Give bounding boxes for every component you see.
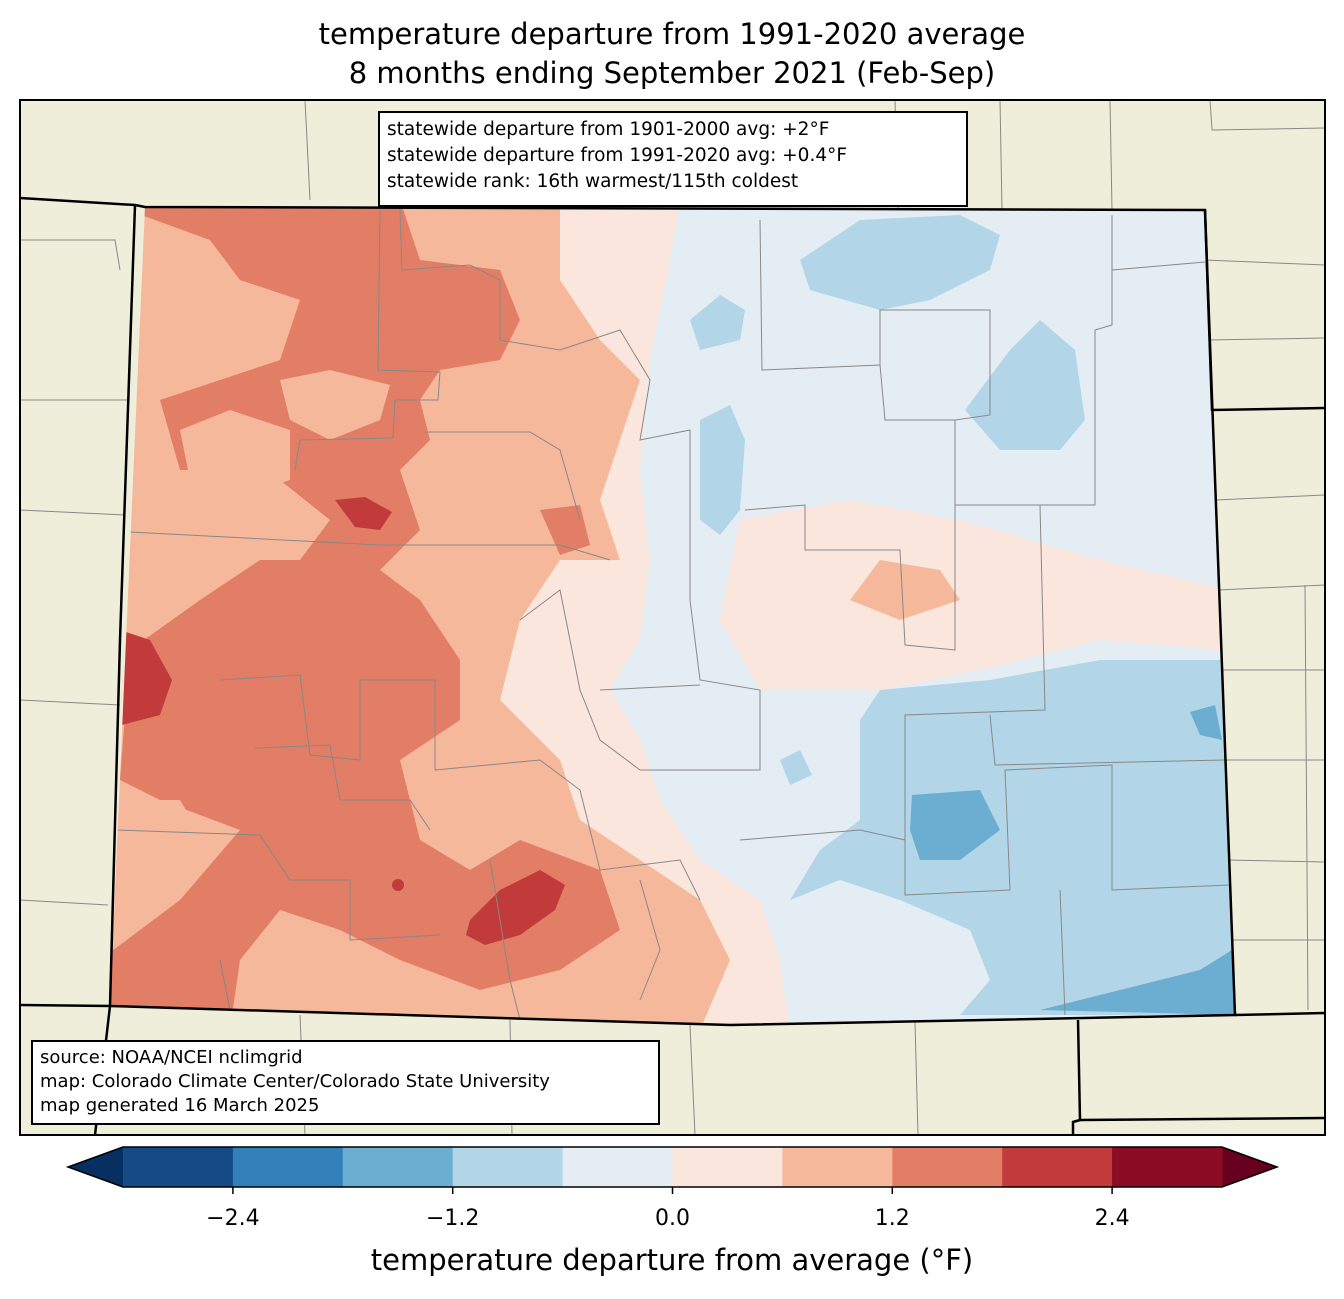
colorbar-tick-label: −1.2 [425,1206,480,1231]
colorbar-segment [892,1147,1003,1187]
colorbar-tick-label: 0.0 [655,1206,690,1231]
stat-departure-1901: statewide departure from 1901-2000 avg: … [387,119,830,140]
colorbar-segment [782,1147,893,1187]
field-cool-6 [780,750,812,785]
colorbar [65,1146,1280,1194]
colorbar-segment [1112,1147,1223,1187]
field-cool-2 [690,295,745,350]
field-cool-3 [700,405,745,535]
source-box: source: NOAA/NCEI nclimgrid map: Colorad… [31,1040,660,1125]
map-title-line1: temperature departure from 1991-2020 ave… [318,17,1026,51]
map-title-line2: 8 months ending September 2021 (Feb-Sep) [348,56,996,90]
field-cooler-1 [910,790,1000,860]
colorbar-tick-label: 2.4 [1094,1206,1130,1231]
field-slightly-warm-east [720,500,1230,690]
temperature-field [110,207,1235,1025]
field-warm-pocket-1 [280,370,390,440]
field-warmer [110,207,620,1025]
colorbar-segment [562,1147,673,1187]
field-warm-spot-east [850,560,960,620]
colorado-county-lines [117,209,1231,1021]
colorbar-over-extension [1222,1147,1277,1187]
colorbar-label: temperature departure from average (°F) [370,1243,974,1277]
field-warmer-east-spot [540,505,590,555]
field-hot-1 [120,630,172,725]
field-hot-3 [466,870,565,945]
field-cool-5 [790,660,1235,1015]
map-generated-line: map generated 16 March 2025 [40,1095,320,1116]
colorbar-segment [452,1147,564,1187]
field-cooler-2 [1040,950,1235,1015]
colorbar-outline [65,1146,1280,1188]
colorbar-tick-label: −2.4 [206,1206,260,1231]
field-warm-pocket-2 [180,410,290,500]
field-cool-1 [800,215,1000,310]
colorbar-segment [342,1147,454,1187]
state-boundaries [20,196,1325,1135]
stat-departure-1991: statewide departure from 1991-2020 avg: … [387,145,847,166]
field-cooler-3 [1190,705,1222,740]
statewide-stats-box: statewide departure from 1901-2000 avg: … [378,111,968,207]
field-hot-2 [335,497,392,530]
map-frame-border [19,99,1326,1136]
colorbar-segment [672,1147,783,1187]
field-hot-4 [392,879,404,891]
field-warm-pocket-3 [110,800,210,880]
colorbar-tick-label: 1.2 [874,1206,910,1231]
colorbar-segment [1002,1147,1113,1187]
field-cool-4 [965,320,1085,450]
source-line: source: NOAA/NCEI nclimgrid [40,1047,303,1068]
map-credit-line: map: Colorado Climate Center/Colorado St… [40,1071,550,1092]
stat-rank: statewide rank: 16th warmest/115th colde… [387,171,799,192]
neighbor-county-lines [20,100,1325,1135]
colorbar-segment [232,1147,344,1187]
colorbar-segment [123,1147,234,1187]
colorbar-under-extension [68,1147,123,1187]
